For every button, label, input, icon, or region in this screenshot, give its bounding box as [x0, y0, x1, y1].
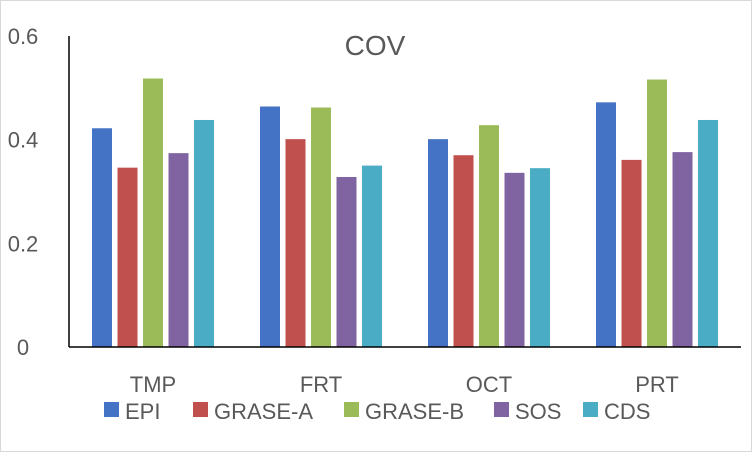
legend: EPI GRASE-A GRASE-B SOS CDS [104, 399, 650, 424]
bar-sos-oct [504, 172, 525, 347]
legend-label-grase-b: GRASE-B [365, 399, 464, 424]
bars [92, 78, 718, 348]
x-tick-label: OCT [466, 372, 512, 397]
bar-cds-frt [362, 165, 382, 347]
legend-label-grase-a: GRASE-A [214, 399, 313, 424]
bar-epi-frt [260, 106, 280, 347]
legend-swatch-cds [583, 402, 598, 417]
bar-epi-oct [428, 139, 448, 347]
chart-title: COV [345, 30, 406, 61]
y-tick-label: 0.6 [8, 24, 39, 49]
bar-grase-a-prt [621, 159, 642, 347]
legend-swatch-grase-a [193, 402, 208, 417]
bar-grase-b-oct [479, 125, 499, 347]
legend-swatch-grase-b [344, 402, 359, 417]
y-axis: 0 0.2 0.4 0.6 [8, 24, 70, 360]
bar-grase-a-oct [453, 155, 474, 347]
y-tick-label: 0.2 [8, 231, 39, 256]
legend-swatch-sos [494, 402, 509, 417]
legend-label-epi: EPI [125, 399, 160, 424]
bar-sos-prt [672, 152, 693, 347]
bar-sos-frt [336, 176, 357, 347]
bar-grase-b-prt [647, 79, 667, 347]
legend-label-cds: CDS [604, 399, 650, 424]
bar-grase-a-tmp [117, 167, 138, 347]
bar-cds-prt [698, 119, 718, 347]
y-tick-label: 0.4 [8, 128, 39, 153]
bar-epi-prt [596, 102, 616, 347]
y-tick-label: 0 [17, 335, 29, 360]
legend-label-sos: SOS [515, 399, 561, 424]
bar-sos-tmp [168, 153, 189, 347]
bar-grase-b-frt [311, 107, 331, 347]
x-tick-label: FRT [300, 372, 342, 397]
x-tick-label: TMP [130, 372, 176, 397]
legend-swatch-epi [104, 402, 119, 417]
bar-grase-b-tmp [143, 78, 163, 348]
bar-grase-a-frt [285, 139, 306, 347]
bar-epi-tmp [92, 128, 112, 347]
bar-cds-oct [530, 168, 550, 347]
x-tick-label: PRT [635, 372, 679, 397]
x-axis: TMP FRT OCT PRT [69, 346, 741, 397]
bar-cds-tmp [194, 119, 214, 347]
